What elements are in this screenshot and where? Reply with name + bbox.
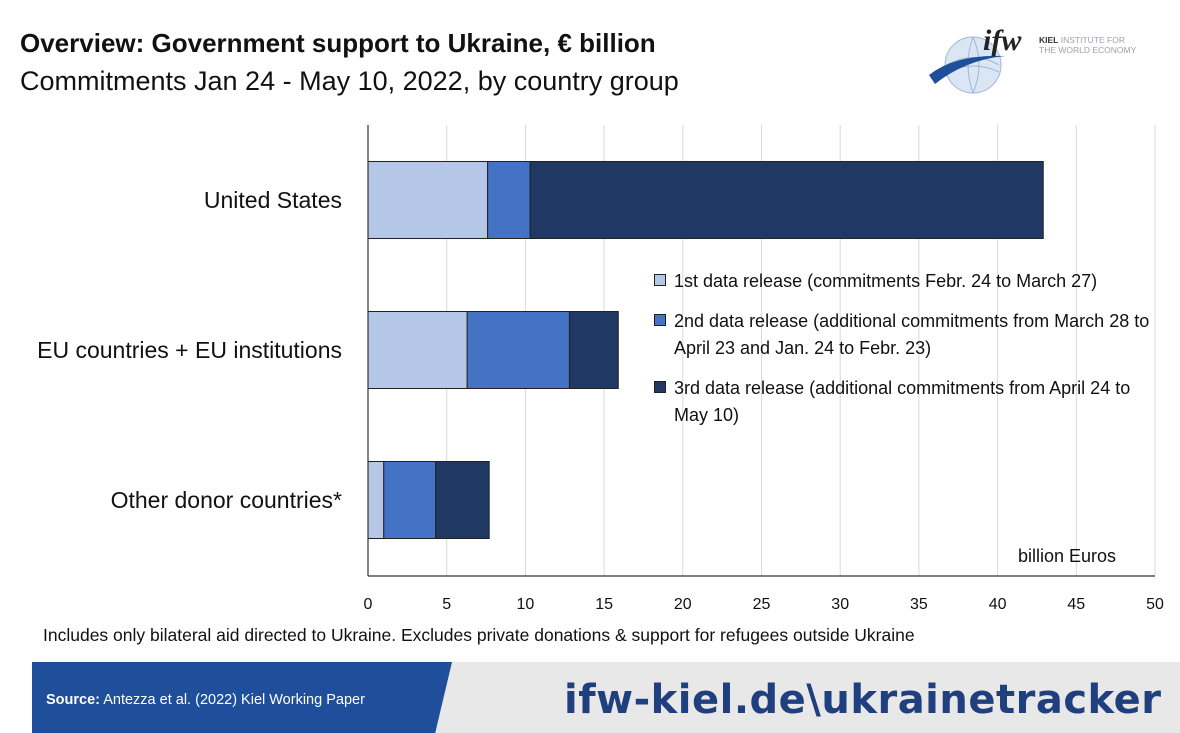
legend-item-2nd: 2nd data release (additional commitments… <box>654 308 1164 362</box>
bar-2-series-2 <box>435 461 490 539</box>
legend-label-1st: 1st data release (commitments Febr. 24 t… <box>674 271 1098 291</box>
source-citation: Antezza et al. (2022) Kiel Working Paper <box>100 692 365 708</box>
x-tick-label-30: 30 <box>831 596 849 613</box>
x-tick-label-45: 45 <box>1067 596 1085 613</box>
bar-0-series-0 <box>367 161 489 239</box>
bar-0-series-1 <box>487 161 531 239</box>
legend-swatch-3rd <box>654 381 666 393</box>
legend-label-3rd: 3rd data release (additional commitments… <box>674 378 1131 425</box>
category-label-0: United States <box>204 187 342 213</box>
source-panel: Source: Antezza et al. (2022) Kiel Worki… <box>32 662 452 733</box>
x-tick-label-40: 40 <box>989 596 1007 613</box>
x-tick-label-50: 50 <box>1146 596 1164 613</box>
legend-swatch-2nd <box>654 314 666 326</box>
logo-line1-rest: INSTITUTE FOR <box>1058 35 1125 45</box>
legend: 1st data release (commitments Febr. 24 t… <box>654 268 1164 442</box>
bar-1-series-1 <box>466 311 570 389</box>
legend-label-2nd: 2nd data release (additional commitments… <box>674 311 1150 358</box>
category-label-1: EU countries + EU institutions <box>37 337 342 363</box>
legend-item-3rd: 3rd data release (additional commitments… <box>654 375 1164 429</box>
x-tick-label-20: 20 <box>674 596 692 613</box>
bar-1-series-2 <box>568 311 619 389</box>
legend-item-1st: 1st data release (commitments Febr. 24 t… <box>654 268 1164 295</box>
x-tick-label-25: 25 <box>753 596 771 613</box>
globe-icon: ifw KIEL INSTITUTE FOR THE WORLD ECONOMY <box>929 24 1137 94</box>
bar-2-series-0 <box>367 461 385 539</box>
category-labels: United States EU countries + EU instituti… <box>37 187 342 513</box>
category-label-2: Other donor countries* <box>111 487 342 513</box>
footnote: Includes only bilateral aid directed to … <box>43 625 915 645</box>
source-label: Source: <box>46 692 100 708</box>
x-tick-label-0: 0 <box>364 596 373 613</box>
legend-swatch-1st <box>654 274 666 286</box>
x-tick-label-5: 5 <box>442 596 451 613</box>
x-tick-label-15: 15 <box>595 596 613 613</box>
logo-line2: THE WORLD ECONOMY <box>1039 45 1137 55</box>
svg-text:KIEL INSTITUTE FOR: KIEL INSTITUTE FOR <box>1039 35 1125 45</box>
bars <box>367 161 1044 539</box>
x-tick-labels: 0 5 10 15 20 25 30 35 40 45 50 <box>364 596 1164 613</box>
axes <box>367 125 1155 577</box>
tracker-url: ifw-kiel.de\ukrainetracker <box>564 677 1162 723</box>
bar-0-series-2 <box>529 161 1044 239</box>
logo-mark: ifw <box>983 24 1022 57</box>
x-tick-label-10: 10 <box>517 596 535 613</box>
ifw-logo: ifw KIEL INSTITUTE FOR THE WORLD ECONOMY <box>925 20 1165 100</box>
chart-title: Overview: Government support to Ukraine,… <box>20 28 656 58</box>
footer-bar: Source: Antezza et al. (2022) Kiel Worki… <box>32 662 1180 733</box>
bar-1-series-0 <box>367 311 468 389</box>
chart-subtitle: Commitments Jan 24 - May 10, 2022, by co… <box>20 66 679 96</box>
logo-line1-bold: KIEL <box>1039 35 1058 45</box>
x-axis-unit-label: billion Euros <box>1018 546 1117 566</box>
bar-2-series-1 <box>383 461 437 539</box>
x-tick-label-35: 35 <box>910 596 928 613</box>
bar-chart: 0 5 10 15 20 25 30 35 40 45 50 United States EU cou… <box>37 125 1164 613</box>
source-text: Source: Antezza et al. (2022) Kiel Worki… <box>46 692 365 708</box>
